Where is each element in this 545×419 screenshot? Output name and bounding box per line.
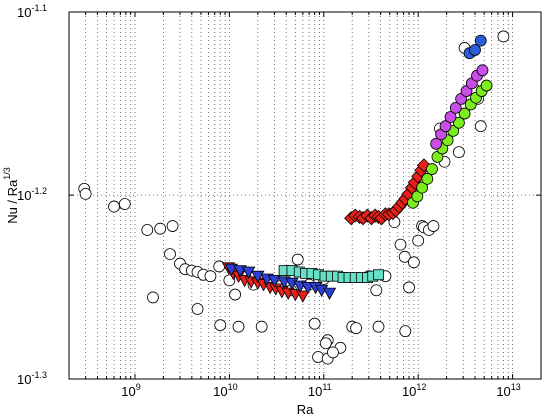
data-point-series-1 [141, 224, 154, 236]
data-point-series-1 [204, 270, 217, 283]
data-point-series-1 [427, 220, 440, 232]
data-point-series-1 [232, 320, 245, 333]
x-tick-label: 1013 [496, 382, 520, 399]
data-point-series-1 [118, 198, 131, 210]
data-point-series-7 [449, 101, 462, 114]
data-point-series-1 [453, 146, 465, 159]
data-point-series-1 [394, 238, 407, 251]
data-point-series-1 [154, 222, 167, 235]
data-point-series-6 [421, 172, 434, 185]
y-axis-label-base: Nu / Ra [5, 179, 20, 224]
data-point-series-2 [296, 290, 310, 303]
y-axis-label: Nu / Ra1/3 [2, 167, 20, 224]
data-point-series-3 [224, 263, 239, 277]
data-point-series-3 [322, 287, 337, 300]
data-point-series-7 [476, 64, 489, 77]
x-tick-label: 1012 [402, 382, 426, 399]
data-point-series-1 [255, 320, 268, 333]
data-point-series-1 [399, 325, 412, 338]
x-tick-label: 1011 [308, 382, 332, 399]
data-point-series-1 [166, 220, 179, 232]
data-point-series-1 [407, 256, 420, 269]
data-point-series-1 [191, 303, 204, 315]
y-tick-labels: 10-1.1 10-1.2 10-1.3 [17, 3, 47, 387]
data-point-series-1 [312, 351, 324, 363]
data-point-series-1 [497, 30, 510, 43]
data-point-series-6 [416, 181, 428, 194]
y-axis-label-exponent: 1/3 [2, 167, 12, 180]
x-axis-label: Ra [297, 402, 314, 417]
data-point-series-3 [241, 266, 256, 279]
data-point-series-3 [267, 274, 282, 288]
y-tick-label: 10-1.3 [17, 370, 47, 387]
data-point-series-1 [398, 250, 411, 263]
data-point-series-1 [164, 248, 176, 260]
data-point-series-1 [403, 281, 415, 294]
data-point-series-1 [229, 288, 242, 301]
data-point-series-6 [458, 107, 471, 120]
data-point-series-7 [444, 111, 457, 123]
data-point-series-8 [474, 34, 487, 47]
data-point-series-6 [426, 163, 438, 175]
data-point-series-6 [453, 116, 465, 129]
data-point-series-8 [469, 44, 481, 56]
data-point-series-7 [439, 120, 452, 133]
data-point-series-1 [79, 187, 92, 200]
x-tick-labels: 109 1010 1011 1012 1013 [121, 382, 521, 399]
data-point-series-1 [147, 291, 159, 304]
grid-lines [69, 12, 541, 379]
data-point-series-1 [412, 234, 425, 247]
data-point-series-6 [480, 79, 493, 92]
data-point-series-1 [319, 337, 332, 350]
data-point-series-1 [327, 346, 339, 359]
x-tick-label: 109 [121, 382, 140, 399]
data-point-series-7 [430, 137, 443, 150]
data-point-series-1 [108, 200, 120, 213]
x-tick-label: 1010 [213, 382, 237, 399]
data-point-series-4 [373, 269, 384, 281]
data-points [78, 30, 510, 365]
data-point-series-1 [372, 320, 385, 333]
data-point-series-1 [291, 253, 304, 266]
data-point-series-1 [308, 317, 321, 330]
data-point-series-1 [214, 319, 227, 332]
data-point-series-1 [350, 322, 363, 335]
y-tick-label: 10-1.2 [17, 186, 47, 203]
data-point-series-1 [474, 120, 487, 133]
axis-ticks [69, 11, 541, 380]
y-tick-label: 10-1.1 [17, 3, 47, 20]
data-point-series-1 [370, 284, 383, 297]
